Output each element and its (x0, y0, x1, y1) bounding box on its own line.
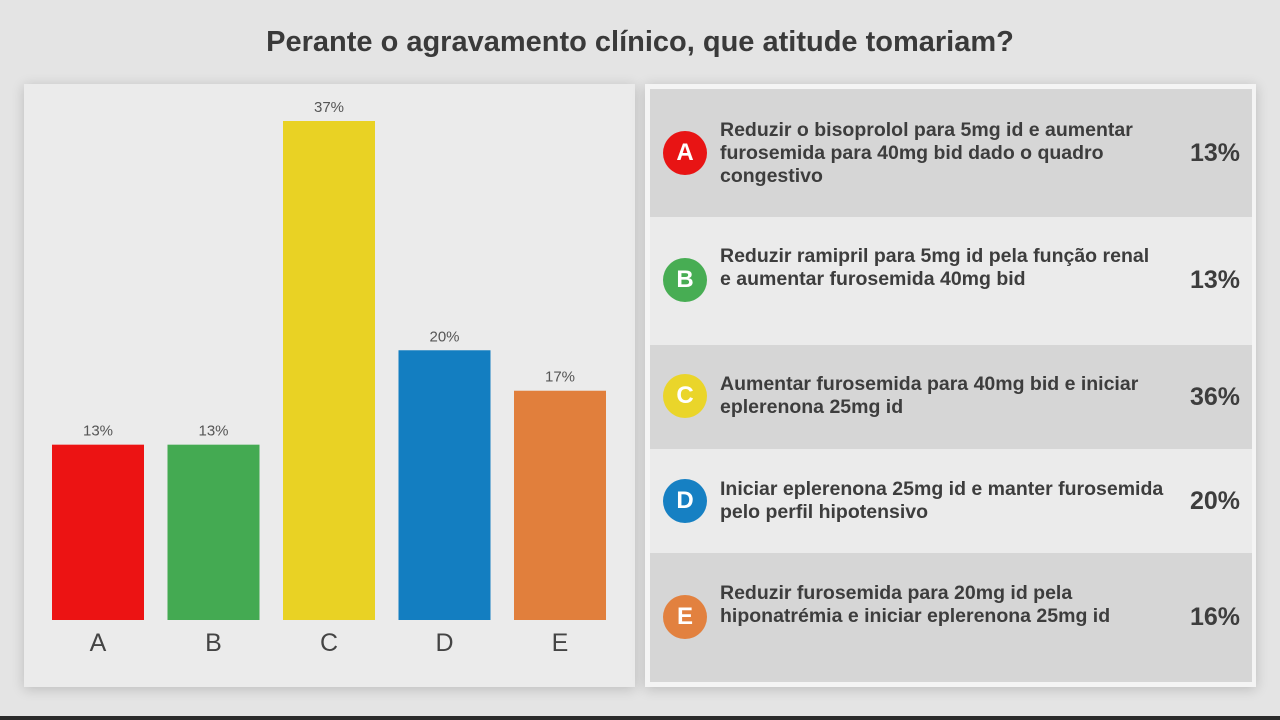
option-e-badge: E (663, 595, 707, 639)
option-b-text: Reduzir ramipril para 5mg id pela função… (720, 245, 1150, 290)
answer-option-a[interactable]: A Reduzir o bisoprolol para 5mg id e aum… (650, 89, 1252, 217)
option-e-percent: 16% (1189, 603, 1240, 631)
option-c-badge: C (663, 374, 707, 418)
bar-a-value-label: 13% (83, 423, 113, 440)
answer-option-c[interactable]: C Aumentar furosemida para 40mg bid e in… (650, 345, 1252, 449)
option-c-percent: 36% (1189, 383, 1240, 411)
answer-option-e[interactable]: E Reduzir furosemida para 20mg id pela h… (650, 553, 1252, 682)
option-d-text: Iniciar eplerenona 25mg id e manter furo… (720, 478, 1164, 523)
option-b-percent: 13% (1189, 266, 1240, 294)
bar-e-value-label: 17% (545, 369, 575, 386)
bar-d (398, 350, 491, 620)
x-tick-label-d: D (435, 629, 453, 657)
option-c-letter: C (676, 382, 694, 409)
bar-d-value-label: 20% (429, 328, 459, 345)
option-a-text: Reduzir o bisoprolol para 5mg id e aumen… (720, 119, 1133, 187)
x-tick-label-b: B (205, 629, 222, 657)
x-tick-label-a: A (90, 629, 107, 657)
option-d-percent: 20% (1189, 487, 1240, 515)
option-a-badge: A (663, 131, 707, 175)
option-b-badge: B (663, 258, 707, 302)
bar-b-value-label: 13% (198, 423, 228, 440)
option-c-text: Aumentar furosemida para 40mg bid e inic… (720, 373, 1139, 418)
option-a-percent: 13% (1189, 139, 1240, 167)
x-tick-label-e: E (552, 629, 569, 657)
option-e-letter: E (676, 603, 693, 630)
bar-a (52, 444, 144, 620)
bar-chart: 13% A 13% B 37% C 20% D 17% E (52, 99, 606, 657)
answer-option-b[interactable]: B Reduzir ramipril para 5mg id pela funç… (650, 217, 1252, 345)
answer-options-panel: A Reduzir o bisoprolol para 5mg id e aum… (645, 84, 1256, 687)
bottom-edge-bar (0, 716, 1280, 720)
bar-chart-panel: 13% A 13% B 37% C 20% D 17% E (24, 84, 635, 687)
option-d-badge: D (663, 479, 707, 523)
bar-c-value-label: 37% (314, 99, 344, 116)
bar-b (167, 444, 260, 620)
answer-option-d[interactable]: D Iniciar eplerenona 25mg id e manter fu… (650, 449, 1252, 553)
bar-c (283, 121, 375, 620)
bar-e (514, 390, 606, 620)
option-d-letter: D (676, 487, 694, 514)
option-a-letter: A (676, 139, 694, 166)
option-e-text: Reduzir furosemida para 20mg id pela hip… (720, 582, 1111, 627)
x-tick-label-c: C (320, 629, 338, 657)
option-b-letter: B (676, 266, 694, 293)
page-title: Perante o agravamento clínico, que atitu… (266, 26, 1014, 58)
